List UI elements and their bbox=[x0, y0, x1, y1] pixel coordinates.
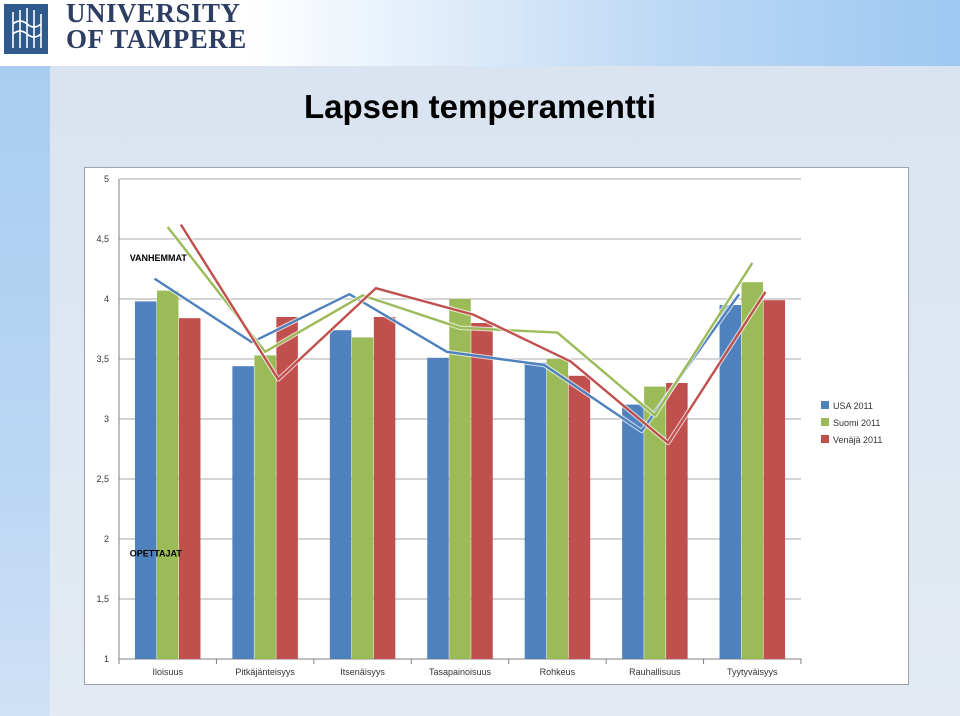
chart-container: 1 1,5 2 2,5 3 3,5 4 4,5 5 Iloisuus Pitkäjänteisyys… bbox=[84, 167, 909, 685]
bar-1 bbox=[329, 330, 352, 659]
annotation-label: VANHEMMAT bbox=[130, 253, 188, 263]
bar-2 bbox=[546, 359, 569, 659]
legend-label: Venäjä 2011 bbox=[833, 435, 882, 445]
bar-2 bbox=[644, 386, 666, 659]
legend-label: Suomi 2011 bbox=[833, 418, 880, 428]
y-tick-label: 4 bbox=[104, 294, 109, 304]
category-label: Rauhallisuus bbox=[629, 667, 681, 677]
overlay-line-3 bbox=[179, 223, 767, 445]
bar-2 bbox=[449, 299, 471, 659]
bar-1 bbox=[622, 404, 644, 659]
logo-line-1: UNIVERSITY bbox=[66, 0, 241, 28]
bar-2 bbox=[351, 337, 374, 659]
temperament-chart: 1 1,5 2 2,5 3 3,5 4 4,5 5 Iloisuus Pitkäjänteisyys… bbox=[96, 174, 882, 677]
logo-line-2: OF TAMPERE bbox=[66, 24, 247, 54]
bar-2 bbox=[254, 355, 276, 659]
bar-1 bbox=[232, 366, 254, 659]
category-label: Itsenäisyys bbox=[340, 667, 385, 677]
bar-2 bbox=[156, 290, 179, 659]
university-logo-text: UNIVERSITY OF TAMPERE bbox=[66, 0, 247, 54]
category-label: Iloisuus bbox=[152, 667, 183, 677]
y-tick-label: 4,5 bbox=[96, 234, 109, 244]
slide-title: Lapsen temperamentti bbox=[303, 88, 657, 125]
university-logo-icon bbox=[4, 4, 48, 54]
bar-3 bbox=[763, 300, 786, 659]
bar-2 bbox=[741, 282, 764, 659]
bar-1 bbox=[134, 301, 157, 659]
bar-3 bbox=[178, 318, 201, 659]
legend-swatch bbox=[821, 418, 829, 426]
category-label: Tyytyväisyys bbox=[727, 667, 778, 677]
legend-swatch bbox=[821, 435, 829, 443]
header-band bbox=[0, 0, 960, 66]
bar-1 bbox=[524, 362, 547, 659]
category-label: Tasapainoisuus bbox=[429, 667, 492, 677]
left-accent-strip bbox=[0, 66, 50, 716]
y-tick-label: 1,5 bbox=[96, 594, 109, 604]
bar-1 bbox=[719, 305, 742, 659]
y-tick-label: 5 bbox=[104, 174, 109, 184]
bar-3 bbox=[373, 317, 396, 659]
bar-3 bbox=[471, 323, 493, 659]
y-tick-label: 3,5 bbox=[96, 354, 109, 364]
bar-1 bbox=[427, 357, 449, 659]
overlay-line-2 bbox=[166, 226, 754, 417]
bar-3 bbox=[276, 317, 298, 659]
legend-swatch bbox=[821, 401, 829, 409]
legend-label: USA 2011 bbox=[833, 401, 873, 411]
category-label: Rohkeus bbox=[540, 667, 576, 677]
y-tick-label: 2,5 bbox=[96, 474, 109, 484]
overlay-line-1 bbox=[153, 277, 741, 433]
annotation-label: OPETTAJAT bbox=[130, 548, 183, 558]
category-label: Pitkäjänteisyys bbox=[235, 667, 295, 677]
bar-3 bbox=[666, 383, 688, 659]
bar-3 bbox=[568, 375, 591, 659]
y-tick-label: 2 bbox=[104, 534, 109, 544]
y-tick-label: 3 bbox=[104, 414, 109, 424]
y-tick-label: 1 bbox=[104, 654, 109, 664]
